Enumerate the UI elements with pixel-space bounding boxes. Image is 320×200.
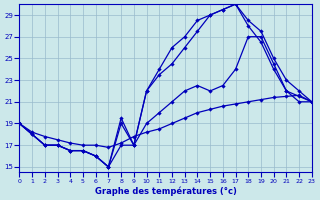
X-axis label: Graphe des températures (°c): Graphe des températures (°c) — [95, 186, 236, 196]
